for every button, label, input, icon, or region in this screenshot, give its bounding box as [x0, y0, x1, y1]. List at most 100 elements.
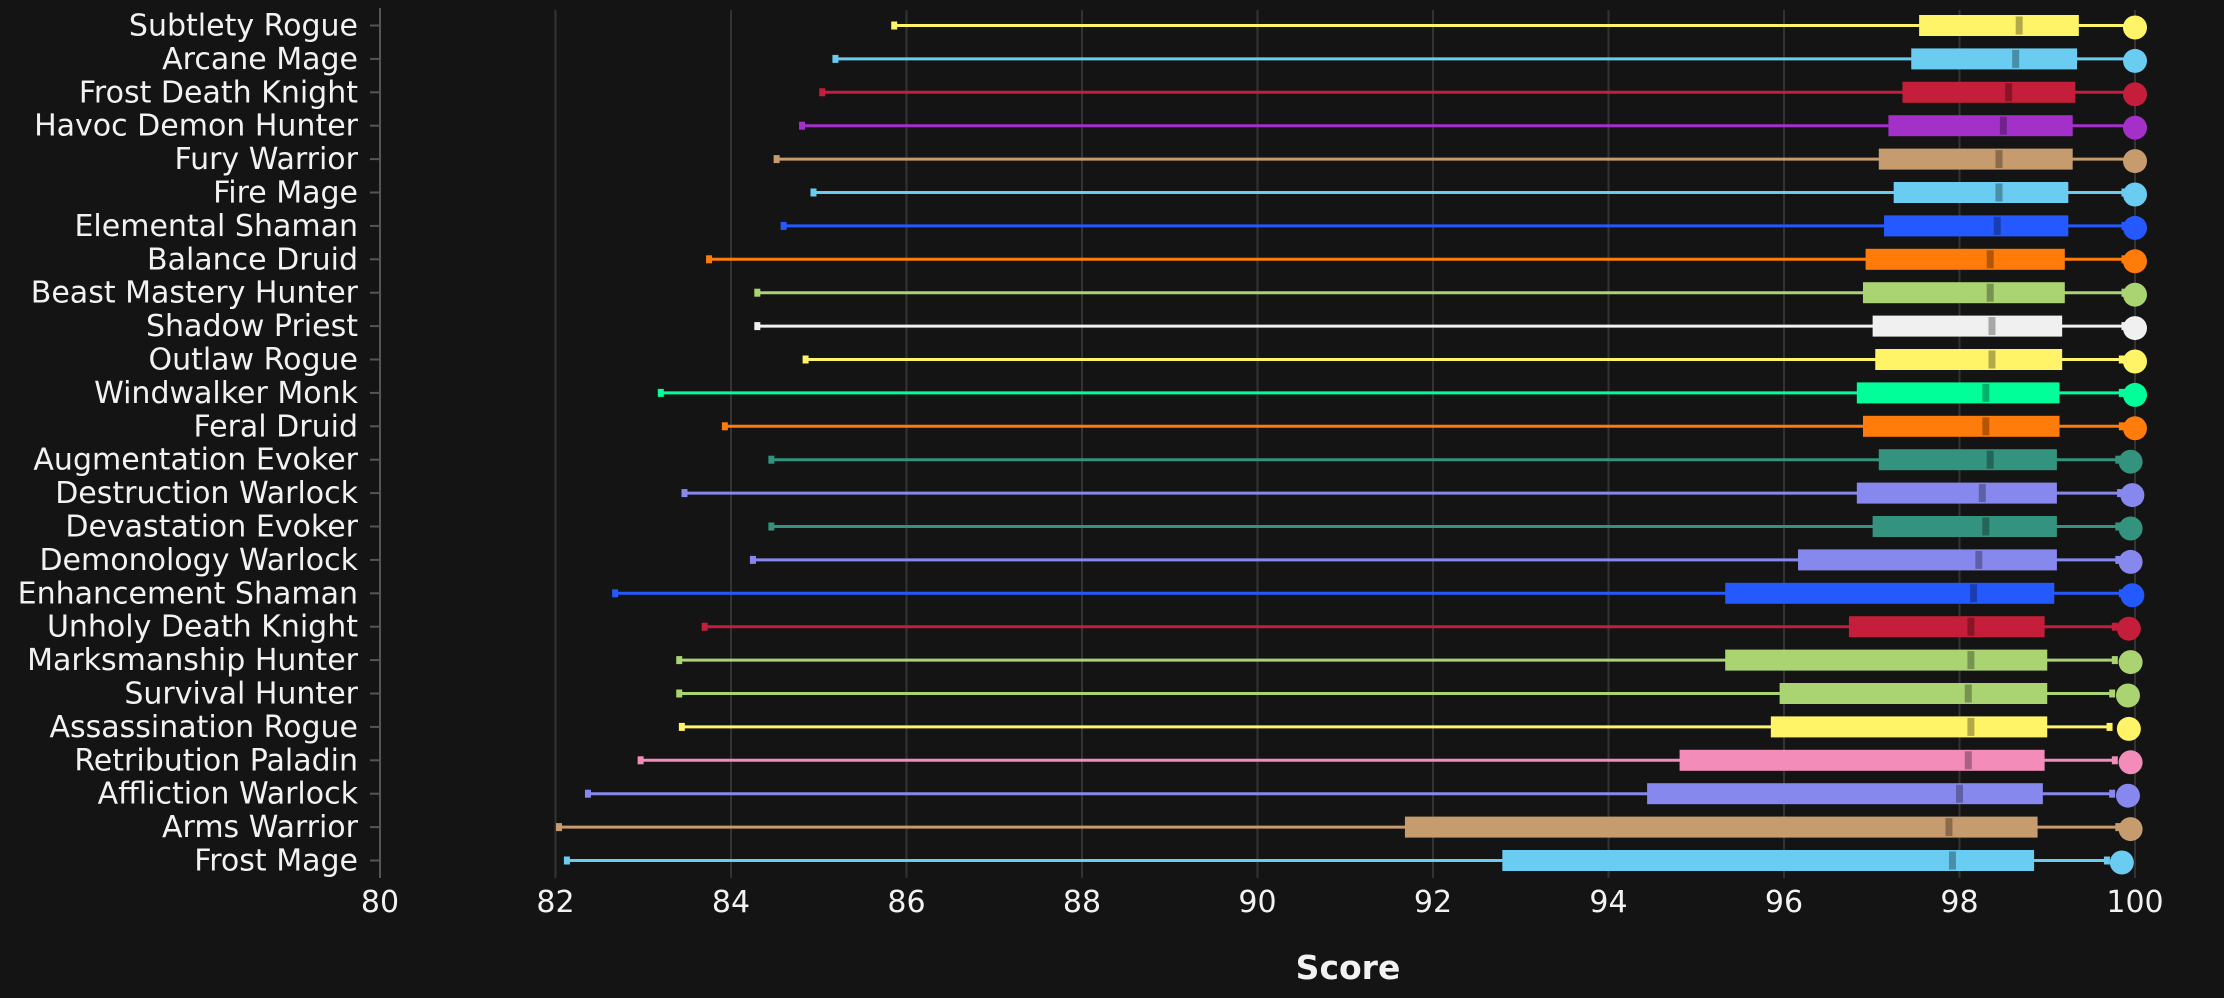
y-tick-label: Arcane Mage — [162, 42, 358, 77]
box-enhancement-shaman — [612, 582, 2145, 608]
median-mark — [1995, 150, 2003, 169]
box-destruction-warlock — [681, 482, 2145, 508]
max-point — [2123, 82, 2147, 107]
y-tick-label: Fury Warrior — [174, 142, 358, 177]
max-point — [2123, 149, 2147, 174]
max-point — [2123, 282, 2147, 307]
y-tick-label: Survival Hunter — [124, 677, 358, 712]
x-tick-label: 88 — [1063, 885, 1101, 920]
whisker-max-cap — [2118, 388, 2125, 397]
whisker-min-cap — [754, 322, 761, 331]
y-tick-label: Destruction Warlock — [55, 476, 358, 511]
max-point — [2115, 683, 2140, 708]
y-tick-label: Beast Mastery Hunter — [31, 276, 359, 311]
x-axis-title: Score — [1296, 948, 1401, 987]
whisker-min-cap — [799, 121, 806, 130]
box-marksmanship-hunter — [676, 649, 2143, 675]
median-mark — [1967, 617, 1975, 636]
y-tick-label: Havoc Demon Hunter — [34, 109, 359, 144]
whisker-min-cap — [721, 422, 728, 431]
median-mark — [2012, 49, 2020, 68]
y-tick-label: Marksmanship Hunter — [27, 643, 359, 678]
y-tick-label: Feral Druid — [194, 409, 359, 444]
whisker-max-cap — [2111, 656, 2118, 665]
max-point — [2123, 316, 2147, 341]
whisker-min-cap — [754, 288, 761, 297]
max-point — [2123, 182, 2147, 207]
iqr-box — [1862, 415, 2060, 437]
box-outlaw-rogue — [802, 349, 2147, 374]
iqr-box — [1875, 349, 2063, 370]
y-tick-label: Shadow Priest — [146, 309, 358, 344]
y-tick-label: Frost Mage — [194, 844, 358, 879]
median-mark — [1993, 216, 2001, 235]
box-frost-death-knight — [819, 81, 2147, 107]
whisker-min-cap — [637, 756, 644, 765]
whisker-min-cap — [773, 155, 780, 164]
whisker-max-cap — [2111, 756, 2118, 765]
iqr-box — [1770, 716, 2048, 738]
whisker-min-cap — [676, 689, 683, 698]
iqr-box — [1679, 749, 2045, 771]
x-tick-label: 94 — [1589, 885, 1627, 920]
median-mark — [1982, 417, 1990, 436]
iqr-box — [1911, 48, 2078, 70]
y-tick-label: Outlaw Rogue — [148, 343, 358, 378]
x-tick-label: 82 — [536, 885, 574, 920]
y-tick-label: Augmentation Evoker — [33, 443, 358, 478]
max-point — [2118, 549, 2143, 574]
x-tick-label: 96 — [1765, 885, 1803, 920]
whisker-min-cap — [819, 88, 826, 97]
iqr-box — [1848, 616, 2045, 638]
max-point — [2123, 382, 2147, 407]
box-balance-druid — [706, 248, 2147, 274]
x-tick-label: 80 — [361, 885, 399, 920]
iqr-box — [1872, 516, 2057, 537]
box-fire-mage — [810, 182, 2147, 207]
y-tick-label: Arms Warrior — [162, 810, 359, 845]
max-point — [2123, 215, 2147, 240]
max-point — [2118, 516, 2143, 541]
iqr-box — [1502, 850, 2035, 871]
median-mark — [1964, 684, 1972, 703]
box-windwalker-monk — [657, 382, 2147, 407]
box-retribution-paladin — [637, 749, 2143, 775]
box-unholy-death-knight — [701, 616, 2141, 641]
x-tick-label: 86 — [887, 885, 925, 920]
box-havoc-demon-hunter — [799, 115, 2147, 140]
box-devastation-evoker — [768, 516, 2143, 541]
max-point — [2123, 15, 2147, 40]
iqr-box — [1878, 148, 2073, 170]
box-elemental-shaman — [780, 215, 2147, 240]
whisker-min-cap — [768, 522, 775, 531]
median-mark — [1988, 350, 1996, 369]
iqr-box — [1888, 115, 2073, 137]
max-point — [2123, 416, 2147, 441]
median-mark — [1967, 717, 1975, 736]
max-point — [2120, 483, 2145, 508]
whisker-max-cap — [2115, 823, 2122, 832]
whisker-min-cap — [891, 21, 898, 30]
whisker-max-cap — [2115, 455, 2122, 464]
iqr-box — [1878, 449, 2057, 471]
median-mark — [1986, 250, 1994, 269]
median-mark — [1982, 383, 1990, 402]
max-point — [2118, 817, 2143, 842]
whisker-min-cap — [612, 589, 619, 598]
iqr-box — [1404, 816, 2038, 838]
max-point — [2123, 48, 2147, 73]
y-tick-label: Devastation Evoker — [65, 510, 358, 545]
iqr-box — [1856, 482, 2057, 504]
whisker-min-cap — [768, 455, 775, 464]
whisker-max-cap — [2115, 555, 2122, 564]
iqr-box — [1647, 783, 2043, 805]
max-point — [2116, 716, 2141, 741]
whisker-max-cap — [2118, 355, 2125, 364]
whisker-max-cap — [2106, 722, 2113, 731]
y-tick-label: Balance Druid — [147, 242, 358, 277]
iqr-box — [1902, 81, 2076, 103]
whisker-min-cap — [556, 823, 563, 832]
whisker-max-cap — [2115, 522, 2122, 531]
x-tick-label: 84 — [712, 885, 750, 920]
